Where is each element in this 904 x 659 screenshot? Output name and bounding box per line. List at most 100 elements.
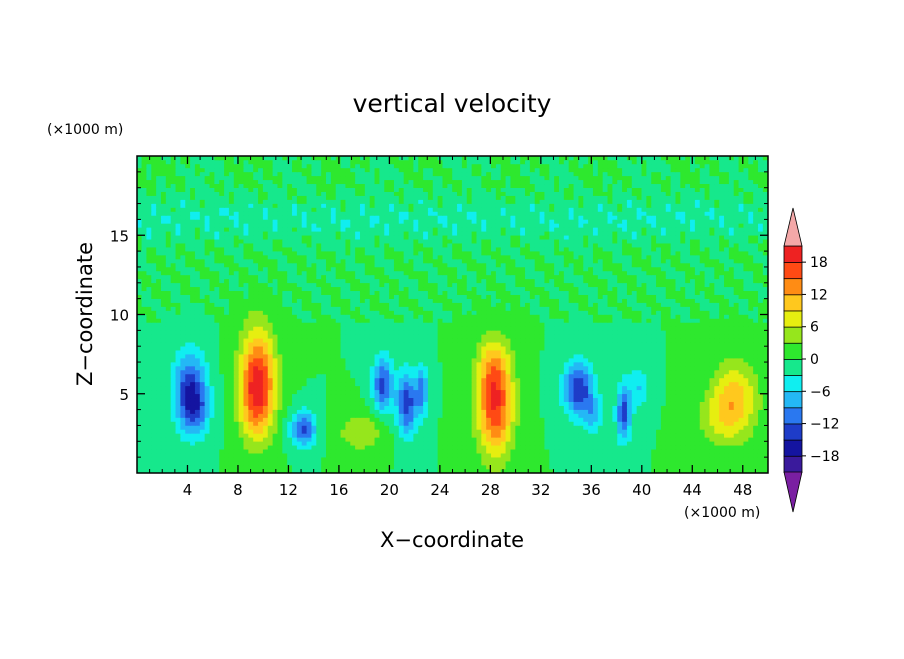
field-cell [753, 401, 759, 406]
field-cell [694, 377, 701, 383]
field-cell [389, 345, 395, 351]
field-cell [680, 334, 686, 339]
field-cell [738, 460, 745, 466]
field-cell [258, 401, 264, 406]
field-cell [680, 417, 686, 422]
field-cell [311, 456, 317, 462]
field-cell [427, 429, 434, 434]
field-cell [369, 429, 376, 434]
field-cell [374, 345, 380, 351]
field-cell [267, 460, 274, 466]
field-cell [393, 433, 400, 438]
field-cell [262, 385, 269, 391]
field-cell [471, 353, 478, 359]
field-cell [670, 349, 677, 355]
field-cell [486, 341, 492, 347]
field-cell [194, 421, 201, 426]
field-cell [612, 389, 618, 395]
field-cell [466, 393, 473, 399]
field-cell [660, 421, 667, 426]
field-cell [214, 452, 220, 458]
field-cell [675, 385, 681, 391]
field-cell [364, 326, 371, 331]
field-cell [568, 381, 575, 387]
field-cell [495, 369, 502, 375]
field-cell [534, 405, 541, 410]
field-cell [199, 341, 206, 347]
field-cell [146, 345, 152, 351]
field-cell [214, 349, 220, 355]
field-cell [452, 377, 458, 383]
field-cell [612, 337, 618, 343]
field-cell [335, 405, 342, 410]
field-cell [743, 326, 749, 331]
field-cell [432, 425, 439, 430]
field-cell [258, 429, 264, 434]
field-cell [685, 377, 691, 383]
field-cell [267, 365, 274, 371]
field-cell [597, 377, 604, 383]
field-cell [491, 437, 497, 442]
field-cell [753, 464, 759, 470]
field-cell [408, 444, 414, 450]
field-cell [447, 448, 453, 454]
field-cell [461, 322, 468, 327]
field-cell [359, 468, 366, 473]
field-cell [573, 464, 579, 470]
field-cell [393, 464, 400, 470]
field-cell [316, 468, 322, 473]
field-cell [243, 413, 249, 418]
field-cell [520, 341, 526, 347]
field-cell [680, 413, 686, 418]
field-cell [321, 322, 327, 327]
field-cell [316, 369, 322, 375]
field-cell [224, 405, 230, 410]
field-cell [660, 433, 667, 438]
field-cell [146, 381, 152, 387]
field-cell [762, 361, 768, 367]
field-cell [384, 464, 390, 470]
field-cell [379, 468, 385, 473]
field-cell [680, 365, 686, 371]
field-cell [597, 381, 604, 387]
field-cell [253, 460, 259, 466]
field-cell [738, 429, 745, 434]
field-cell [204, 341, 211, 347]
field-cell [345, 369, 351, 375]
field-cell [180, 405, 186, 410]
field-cell [622, 444, 628, 450]
field-cell [675, 365, 681, 371]
field-cell [316, 361, 322, 367]
field-cell [374, 381, 380, 387]
field-cell [306, 365, 313, 371]
field-cell [175, 468, 181, 473]
field-cell [137, 326, 143, 331]
field-cell [597, 357, 604, 363]
field-cell [568, 444, 575, 450]
field-cell [330, 381, 337, 387]
field-cell [330, 421, 337, 426]
field-cell [228, 417, 235, 422]
field-cell [437, 330, 444, 335]
field-cell [262, 409, 269, 414]
field-cell [757, 429, 764, 434]
field-cell [282, 385, 288, 391]
field-cell [175, 429, 181, 434]
field-cell [194, 377, 201, 383]
field-cell [214, 437, 220, 442]
field-cell [520, 373, 526, 379]
field-cell [656, 448, 662, 454]
field-cell [350, 397, 356, 402]
field-cell [137, 429, 143, 434]
field-cell [641, 452, 647, 458]
field-cell [141, 393, 147, 399]
field-cell [505, 377, 512, 383]
field-cell [500, 345, 507, 351]
field-cell [699, 345, 706, 351]
field-cell [728, 421, 735, 426]
field-cell [680, 393, 686, 399]
field-cell [316, 421, 322, 426]
field-cell [185, 349, 191, 355]
field-cell [563, 353, 570, 359]
field-cell [452, 413, 458, 418]
